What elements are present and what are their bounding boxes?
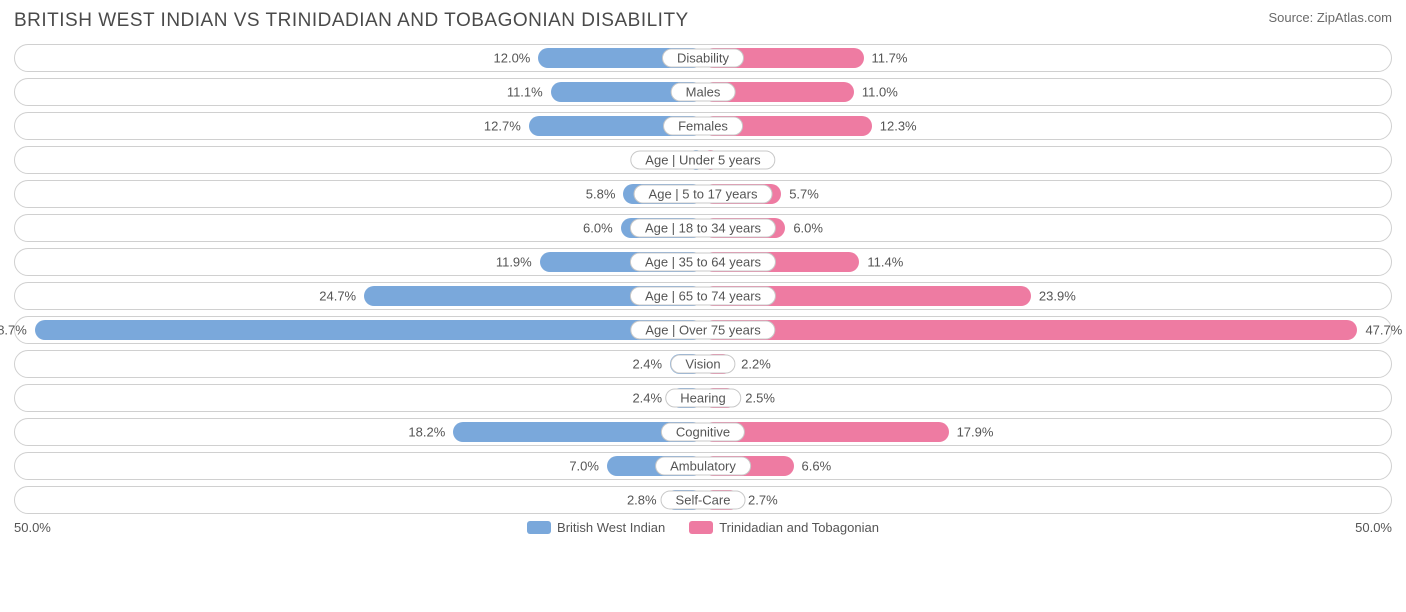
chart-row: 2.4% 2.2% Vision [14, 350, 1392, 378]
category-label: Age | Under 5 years [630, 151, 775, 170]
legend-item-right: Trinidadian and Tobagonian [689, 520, 879, 535]
chart-title: BRITISH WEST INDIAN VS TRINIDADIAN AND T… [14, 10, 689, 32]
chart-row: 24.7% 23.9% Age | 65 to 74 years [14, 282, 1392, 310]
value-label-left: 12.7% [484, 119, 521, 134]
value-label-left: 2.8% [627, 493, 657, 508]
chart-row: 0.99%1.1%Age | Under 5 years [14, 146, 1392, 174]
value-label-left: 11.1% [507, 85, 543, 100]
value-label-right: 11.4% [867, 255, 903, 270]
legend-label-right: Trinidadian and Tobagonian [719, 520, 879, 535]
value-label-left: 24.7% [319, 289, 356, 304]
legend-label-left: British West Indian [557, 520, 665, 535]
value-label-left: 11.9% [496, 255, 532, 270]
legend-swatch-left [527, 521, 551, 534]
legend-item-left: British West Indian [527, 520, 665, 535]
category-label: Self-Care [661, 491, 746, 510]
value-label-left: 6.0% [583, 221, 613, 236]
chart-row: 12.7% 12.3% Females [14, 112, 1392, 140]
value-label-right: 23.9% [1039, 289, 1076, 304]
bar-right [703, 320, 1357, 340]
chart-row: 11.1% 11.0% Males [14, 78, 1392, 106]
value-label-left: 18.2% [408, 425, 445, 440]
value-label-right: 17.9% [957, 425, 994, 440]
value-label-right: 11.7% [872, 51, 908, 66]
axis-max-left: 50.0% [14, 520, 51, 535]
value-label-left: 5.8% [586, 187, 616, 202]
value-label-right: 6.0% [793, 221, 823, 236]
chart-row: 2.8% 2.7%Self-Care [14, 486, 1392, 514]
value-label-right: 11.0% [862, 85, 898, 100]
chart-footer: 50.0% British West Indian Trinidadian an… [14, 520, 1392, 535]
legend-swatch-right [689, 521, 713, 534]
chart-row: 6.0% 6.0% Age | 18 to 34 years [14, 214, 1392, 242]
source-label: Source: ZipAtlas.com [1268, 10, 1392, 25]
chart-row: 5.8% 5.7% Age | 5 to 17 years [14, 180, 1392, 208]
chart-row: 11.9% 11.4% Age | 35 to 64 years [14, 248, 1392, 276]
category-label: Females [663, 117, 743, 136]
value-label-right: 2.2% [741, 357, 771, 372]
value-label-left: 48.7% [0, 323, 27, 338]
chart-row: 48.7%47.7%Age | Over 75 years [14, 316, 1392, 344]
value-label-left: 2.4% [632, 357, 662, 372]
header: BRITISH WEST INDIAN VS TRINIDADIAN AND T… [14, 10, 1392, 32]
category-label: Hearing [665, 389, 741, 408]
bar-left [35, 320, 703, 340]
axis-max-right: 50.0% [1355, 520, 1392, 535]
value-label-left: 2.4% [632, 391, 662, 406]
value-label-left: 7.0% [569, 459, 599, 474]
value-label-left: 12.0% [494, 51, 531, 66]
category-label: Age | 65 to 74 years [630, 287, 776, 306]
chart-row: 2.4% 2.5% Hearing [14, 384, 1392, 412]
chart-row: 7.0% 6.6% Ambulatory [14, 452, 1392, 480]
category-label: Age | 18 to 34 years [630, 219, 776, 238]
value-label-right: 6.6% [802, 459, 832, 474]
category-label: Vision [670, 355, 735, 374]
chart-row: 12.0% 11.7% Disability [14, 44, 1392, 72]
chart-row: 18.2% 17.9% Cognitive [14, 418, 1392, 446]
value-label-right: 2.7% [748, 493, 778, 508]
category-label: Age | Over 75 years [630, 321, 775, 340]
value-label-right: 2.5% [745, 391, 775, 406]
legend: British West Indian Trinidadian and Toba… [51, 520, 1355, 535]
category-label: Age | 5 to 17 years [634, 185, 773, 204]
value-label-right: 12.3% [880, 119, 917, 134]
category-label: Disability [662, 49, 744, 68]
category-label: Age | 35 to 64 years [630, 253, 776, 272]
category-label: Ambulatory [655, 457, 751, 476]
category-label: Cognitive [661, 423, 745, 442]
diverging-bar-chart: 12.0% 11.7% Disability 11.1% 11.0% Males 12.7%… [14, 44, 1392, 514]
category-label: Males [671, 83, 736, 102]
value-label-right: 47.7% [1365, 323, 1402, 338]
value-label-right: 5.7% [789, 187, 819, 202]
